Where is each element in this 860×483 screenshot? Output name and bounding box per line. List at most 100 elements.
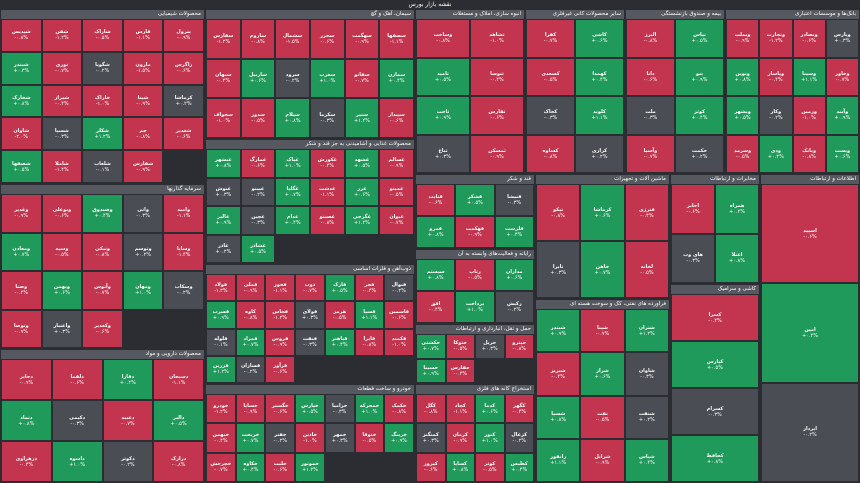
stock-tile[interactable]: فارک +۰.۵% (324, 274, 355, 302)
stock-tile[interactable]: کفرا -۰.۷% (526, 19, 575, 58)
stock-tile[interactable]: شکلر +۱.۲% (82, 117, 123, 151)
stock-tile[interactable]: خریخت +۰.۷% (235, 423, 266, 453)
stock-tile[interactable]: وصنا -۰.۴% (1, 271, 42, 310)
stock-tile[interactable]: نفت -۰.۵% (580, 395, 625, 439)
stock-tile[interactable]: خگستر -۰.۶% (265, 394, 296, 424)
sector-header[interactable]: قند و شکر (416, 175, 534, 184)
stock-tile[interactable]: پترول -۰.۹% (163, 19, 204, 52)
stock-tile[interactable]: داسوه +۱.۰% (51, 441, 103, 482)
stock-tile[interactable]: ثباغ +۰.۳% (416, 134, 470, 173)
stock-tile[interactable]: حکمت +۰.۲% (675, 134, 724, 173)
stock-tile[interactable]: غنوش +۰.۳% (206, 177, 241, 206)
stock-tile[interactable]: خفنر -۰.۲% (265, 423, 296, 453)
stock-tile[interactable]: کهمدا +۰.۴% (575, 57, 624, 96)
stock-tile[interactable]: کچاد -۱.۱% (445, 394, 475, 424)
stock-tile[interactable]: وسینا +۱.۱% (792, 57, 826, 96)
stock-tile[interactable]: خکاوه +۰.۴% (235, 452, 266, 482)
stock-tile[interactable]: قمرو +۰.۸% (416, 216, 456, 248)
stock-tile[interactable]: سغرب +۱.۰% (309, 58, 345, 99)
stock-tile[interactable]: کپارس +۰.۵% (671, 341, 759, 388)
stock-tile[interactable]: سبهان -۰.۴% (206, 58, 241, 99)
stock-tile[interactable]: شپاس +۰.۴% (624, 438, 669, 482)
stock-tile[interactable]: شاملا -۱.۴% (41, 150, 83, 183)
stock-tile[interactable]: کدما +۰.۶% (475, 394, 505, 424)
stock-tile[interactable]: خچرخش -۰.۷% (206, 452, 236, 482)
stock-tile[interactable]: فخوز -۱.۱% (265, 274, 296, 302)
stock-tile[interactable]: سهگمت -۰.۹% (344, 19, 380, 59)
stock-tile[interactable]: کطبس +۰.۴% (504, 452, 534, 482)
stock-tile[interactable]: غاذر +۰.۲% (206, 234, 241, 263)
stock-tile[interactable]: شپنا -۰.۷% (580, 309, 625, 353)
stock-tile[interactable]: ونیکی -۰.۸% (82, 232, 123, 271)
stock-tile[interactable]: فملی -۰.۹% (235, 274, 266, 302)
stock-tile[interactable]: قلرست +۰.۴% (494, 216, 534, 248)
stock-tile[interactable]: فمراد +۰.۷% (235, 328, 266, 356)
stock-tile[interactable]: وتوصا -۰.۹% (1, 309, 42, 348)
stock-tile[interactable]: فجر -۰.۴% (354, 274, 385, 302)
stock-tile[interactable]: وپارس +۰.۳% (825, 19, 859, 58)
stock-tile[interactable]: شرانل -۰.۹% (580, 438, 625, 482)
stock-tile[interactable]: ثامید +۰.۵% (416, 57, 470, 96)
stock-tile[interactable]: فاسمین -۰.۶% (384, 301, 414, 329)
stock-tile[interactable]: کلوند +۱.۱% (575, 96, 624, 135)
stock-tile[interactable]: خپارس +۰.۵% (295, 394, 325, 424)
stock-tile[interactable]: ذوب -۰.۷% (295, 274, 325, 302)
stock-tile[interactable]: وبهمن +۰.۶% (41, 271, 83, 310)
stock-tile[interactable]: فزرین +۱.۲% (206, 355, 236, 383)
sector-header[interactable]: خودرو و ساخت قطعات (206, 385, 414, 394)
stock-tile[interactable]: لخانه -۰.۵% (624, 241, 669, 298)
stock-tile[interactable]: شراز +۰.۶% (580, 352, 625, 396)
stock-tile[interactable]: شسپا +۰.۸% (536, 395, 581, 439)
stock-tile[interactable]: وکغدیر -۰.۶% (82, 309, 123, 348)
stock-tile[interactable]: سپیدار -۰.۶% (379, 98, 414, 138)
stock-tile[interactable]: کرماشا +۰.۶% (580, 184, 625, 241)
stock-tile[interactable]: کگهر -۰.۴% (504, 394, 534, 424)
stock-tile[interactable]: فسپا +۱.۱% (354, 301, 385, 329)
stock-tile[interactable]: کسرا -۰.۴% (671, 294, 759, 341)
stock-tile[interactable]: واعتبار +۰.۳% (41, 309, 83, 348)
stock-tile[interactable]: کاشی +۰.۶% (575, 19, 624, 58)
stock-tile[interactable]: قنیشا -۰.۳% (494, 184, 534, 216)
stock-tile[interactable]: دانا -۰.۶% (626, 57, 675, 96)
stock-tile[interactable]: سشمال -۱.۵% (275, 19, 310, 59)
stock-tile[interactable]: وامید -۱.۱% (163, 194, 204, 233)
stock-tile[interactable]: کساوه -۰.۸% (526, 134, 575, 173)
stock-tile[interactable]: فسرب +۰.۹% (206, 301, 236, 329)
stock-tile[interactable]: کپرور -۰.۶% (416, 452, 446, 482)
stock-tile[interactable]: شگویا -۰.۲% (82, 51, 123, 85)
stock-tile[interactable]: رانفور +۱.۱% (536, 438, 581, 482)
sector-header[interactable]: فراورده های نفتی، کک و سوخت هسته ای (536, 300, 669, 309)
stock-tile[interactable]: وبانک -۰.۸% (792, 134, 826, 173)
stock-tile[interactable]: غشهد +۰.۵% (344, 149, 380, 178)
stock-tile[interactable]: کوثر +۰.۴% (675, 96, 724, 135)
stock-tile[interactable]: وصندوق +۰.۴% (82, 194, 123, 233)
stock-tile[interactable]: شفارس -۰.۹% (122, 150, 164, 183)
stock-tile[interactable]: فنفت -۰.۳% (295, 328, 325, 356)
sector-header[interactable]: ماشین آلات و تجهیزات (536, 175, 669, 184)
stock-tile[interactable]: کرماشا +۰.۲% (163, 84, 204, 118)
stock-tile[interactable]: واتی -۰.۳% (122, 194, 164, 233)
stock-tile[interactable]: دسبحان -۱.۱% (153, 359, 204, 400)
sector-header[interactable]: اطلاعات و ارتباطات (761, 175, 859, 184)
stock-tile[interactable]: وخاور -۰.۷% (825, 57, 859, 96)
stock-tile[interactable]: وبشهر +۰.۵% (726, 96, 760, 135)
stock-tile[interactable]: وپاسار -۰.۴% (759, 57, 793, 96)
stock-tile[interactable]: سنیر +۱.۴% (344, 98, 380, 138)
stock-tile[interactable]: غمارگ -۰.۶% (240, 149, 276, 178)
stock-tile[interactable]: وبوعلی -۰.۶% (41, 194, 83, 233)
stock-tile[interactable]: وکار -۰.۲% (759, 96, 793, 135)
sector-header[interactable]: استخراج کانه های فلزی (416, 385, 534, 394)
stock-tile[interactable]: کرمان -۰.۹% (445, 423, 475, 453)
stock-tile[interactable]: فخاس -۱.۲% (265, 301, 296, 329)
stock-tile[interactable]: تایرا +۰.۳% (536, 241, 581, 298)
stock-tile[interactable]: غشاذر +۰.۵% (240, 234, 276, 263)
stock-tile[interactable]: غکورش -۰.۴% (309, 149, 345, 178)
stock-tile[interactable]: سمازن +۰.۴% (379, 58, 414, 99)
stock-tile[interactable]: شتران +۱.۲% (624, 309, 669, 353)
stock-tile[interactable]: زاگرس -۰.۶% (163, 51, 204, 85)
stock-tile[interactable]: های وب -۰.۳% (671, 233, 715, 283)
stock-tile[interactable]: ختوقا -۰.۵% (354, 423, 385, 453)
sector-header[interactable]: محصولات شیمیایی (1, 10, 204, 19)
stock-tile[interactable]: ثشاهد -۱.۰% (470, 19, 524, 58)
stock-tile[interactable]: کخاک -۰.۳% (526, 96, 575, 135)
